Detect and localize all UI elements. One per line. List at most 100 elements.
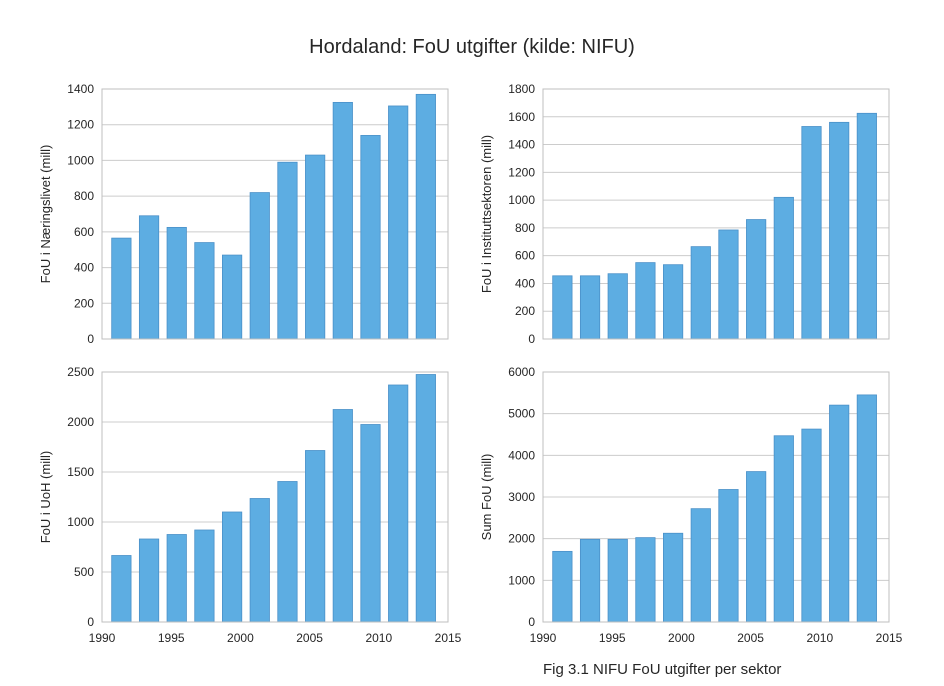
bar [718,229,739,340]
y-tick-label: 2000 [508,532,535,546]
bar [222,511,243,623]
bar [690,246,711,340]
bar [332,409,353,623]
bar [746,219,767,340]
bar [663,264,684,340]
chart-panel-2: 0 200 400 600 800 1000 1200 1400 1600 1800 FoU i I… [479,82,890,346]
bar [801,428,822,623]
figure-caption: Fig 3.1 NIFU FoU utgifter per sektor [543,661,782,678]
y-tick-label: 800 [74,189,94,203]
bar [773,435,794,623]
y-tick-label: 1800 [508,82,535,96]
bar [360,135,381,340]
y-tick-label: 3000 [508,490,535,504]
bar [663,532,684,623]
bar [773,196,794,340]
y-axis-label: FoU i Instituttsektoren (mill) [479,135,494,293]
y-tick-label: 800 [515,221,535,235]
x-tick-label: 1995 [158,631,185,645]
bar [388,384,409,623]
bar [166,226,187,340]
x-tick-label: 2000 [668,631,695,645]
bar [579,538,601,623]
y-tick-label: 1400 [508,138,535,152]
x-tick-label: 2015 [435,631,462,645]
y-tick-label: 400 [74,261,94,275]
y-tick-label: 0 [87,615,94,629]
y-tick-label: 2000 [67,415,94,429]
plot-frame [542,88,890,340]
y-tick-label: 1000 [67,153,94,167]
plot-frame [101,88,449,340]
bar [856,112,877,340]
bar [332,101,353,340]
plot-frame [101,371,449,623]
y-tick-label: 1200 [508,165,535,179]
chart-panel-1: 0 200 400 600 800 1000 1200 1400 FoU i Næringsli… [38,82,449,346]
plot-frame [542,371,890,623]
bar [415,374,436,623]
bar [635,537,656,623]
x-tick-label: 2005 [296,631,323,645]
figure-title: Hordaland: FoU utgifter (kilde: NIFU) [309,36,635,58]
bar [194,242,215,340]
y-tick-label: 5000 [508,407,535,421]
chart-panel-4: 0 1000 2000 3000 4000 5000 6000 1990 1995 2000 200… [479,365,903,645]
y-tick-label: 4000 [508,448,535,462]
bar [829,121,850,340]
y-tick-label: 1600 [508,110,535,124]
bar [552,550,573,623]
y-tick-label: 1400 [67,82,94,96]
y-tick-label: 600 [74,225,94,239]
y-tick-label: 0 [528,332,535,346]
bar [111,237,132,340]
bar [415,93,436,340]
y-axis-label: FoU i UoH (mill) [38,451,53,543]
y-tick-label: 1500 [67,465,94,479]
x-tick-label: 2010 [365,631,392,645]
bar [277,481,298,623]
y-tick-label: 1000 [508,193,535,207]
y-tick-label: 400 [515,276,535,290]
x-tick-label: 1995 [599,631,626,645]
y-tick-label: 1200 [67,118,94,132]
x-tick-label: 2010 [806,631,833,645]
bar [801,126,822,340]
y-tick-label: 2500 [67,365,94,379]
x-tick-label: 2005 [737,631,764,645]
bar [138,538,160,623]
bar [579,275,601,340]
bar [305,450,326,623]
bar [856,394,877,623]
y-tick-label: 0 [87,332,94,346]
x-tick-label: 1990 [530,631,557,645]
bar [222,254,243,340]
bar [635,262,656,340]
bar [138,215,160,340]
x-tick-label: 1990 [89,631,116,645]
bar [552,275,573,340]
bar [194,529,215,623]
y-tick-label: 200 [74,296,94,310]
bar [249,192,270,340]
y-tick-label: 500 [74,565,94,579]
bar [111,555,132,623]
bar [166,534,187,623]
y-axis-label: Sum FoU (mill) [479,454,494,541]
bar [305,154,326,340]
y-tick-label: 200 [515,304,535,318]
bar [607,273,628,340]
y-tick-label: 6000 [508,365,535,379]
bar [718,489,739,623]
y-tick-label: 600 [515,249,535,263]
y-tick-label: 0 [528,615,535,629]
y-tick-label: 1000 [508,573,535,587]
bar [746,471,767,623]
x-tick-label: 2015 [876,631,903,645]
bar [249,498,270,623]
y-tick-label: 1000 [67,515,94,529]
x-tick-label: 2000 [227,631,254,645]
y-axis-label: FoU i Næringslivet (mill) [38,145,53,284]
bar [690,508,711,623]
